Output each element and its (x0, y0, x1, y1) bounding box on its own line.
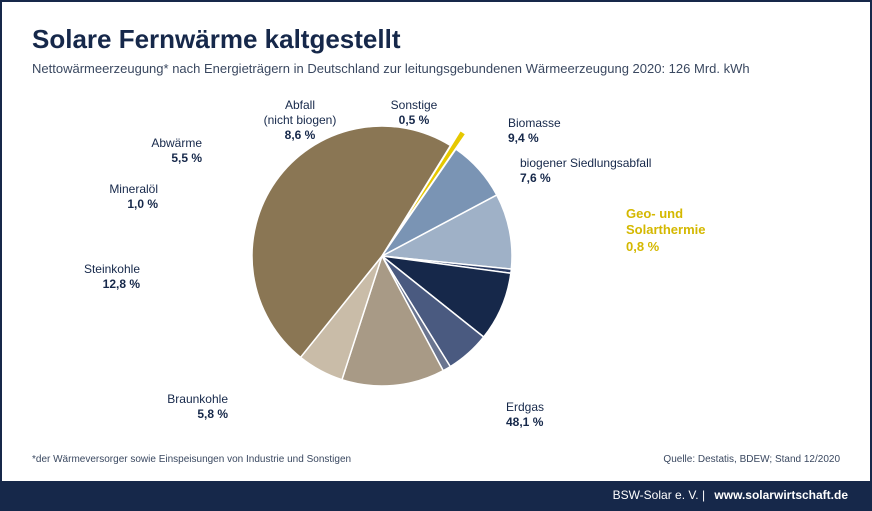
pie-chart (242, 116, 522, 396)
footer-org: BSW-Solar e. V. (613, 488, 699, 502)
slice-label: biogener Siedlungsabfall7,6 % (520, 156, 651, 186)
footer-bar: BSW-Solar e. V. | www.solarwirtschaft.de (2, 481, 870, 509)
subtitle: Nettowärmeerzeugung* nach Energieträgern… (32, 61, 840, 76)
footer-site: www.solarwirtschaft.de (714, 488, 848, 502)
slice-label: Braunkohle5,8 % (167, 392, 228, 422)
slice-label: Abfall(nicht biogen)8,6 % (264, 98, 337, 143)
slice-label: Mineralöl1,0 % (109, 182, 158, 212)
slice-label: Sonstige0,5 % (391, 98, 438, 128)
slice-label: Biomasse9,4 % (508, 116, 561, 146)
pie-chart-area: Biomasse9,4 % Sonstige0,5 % Abfall(nicht b… (32, 84, 840, 444)
slice-label: Steinkohle12,8 % (84, 262, 140, 292)
footnote: *der Wärmeversorger sowie Einspeisungen … (32, 454, 351, 465)
slice-label: Erdgas48,1 % (506, 400, 544, 430)
slice-label: Geo- undSolarthermie0,8 % (626, 206, 705, 255)
page-title: Solare Fernwärme kaltgestellt (32, 24, 840, 55)
source-label: Quelle: Destatis, BDEW; Stand 12/2020 (663, 454, 840, 465)
slice-label: Abwärme5,5 % (151, 136, 202, 166)
